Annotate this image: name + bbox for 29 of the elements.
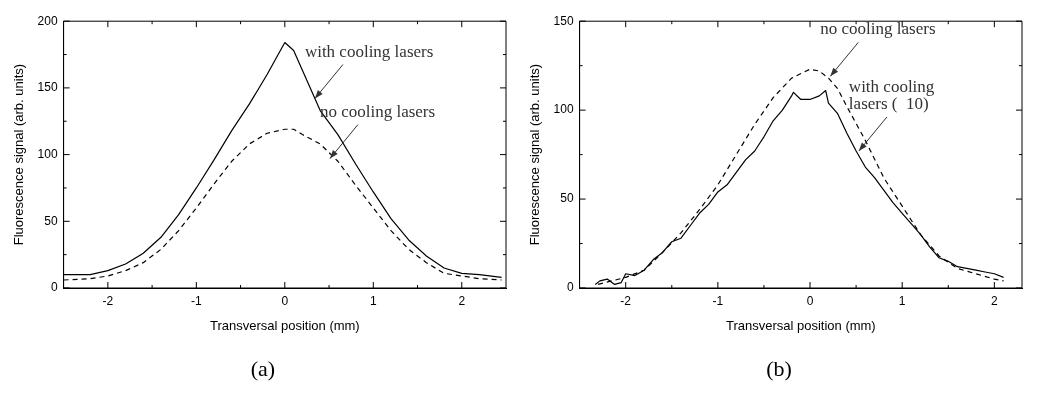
- x-axis-title: Transversal position (mm): [209, 317, 360, 333]
- annotation: no cooling lasers: [820, 19, 936, 39]
- y-axis-title: Fluorescence signal (arb. units): [11, 63, 27, 246]
- y-tick-label: 150: [553, 13, 574, 28]
- text: (a): [249, 356, 277, 382]
- x-axis-title: Transversal position (mm): [725, 317, 876, 333]
- x-tick-label: -2: [620, 293, 632, 308]
- x-tick-label: 1: [898, 293, 906, 308]
- y-tick-label: 150: [37, 80, 58, 95]
- y-tick-label: 0: [566, 280, 574, 295]
- annotation: with cooling lasers: [304, 41, 434, 61]
- x-tick-label: -1: [712, 293, 724, 308]
- x-tick-label: 0: [806, 293, 814, 308]
- x-tick-label: -2: [102, 293, 114, 308]
- annotation: with cooling lasers ( 10): [848, 77, 935, 114]
- y-tick-label: 200: [37, 13, 58, 28]
- y-tick-label: 0: [50, 280, 58, 295]
- x-tick-label: 0: [281, 293, 289, 308]
- annotation: no cooling lasers: [319, 101, 436, 121]
- x-tick-label: 2: [991, 293, 999, 308]
- x-tick-label: -1: [191, 293, 202, 308]
- y-tick-label: 50: [560, 191, 574, 206]
- x-tick-label: 1: [369, 293, 377, 308]
- y-tick-label: 100: [37, 146, 58, 161]
- x-tick-label: 2: [458, 293, 466, 308]
- y-tick-label: 50: [44, 213, 58, 228]
- text: (b): [765, 356, 793, 382]
- y-tick-label: 100: [553, 102, 574, 117]
- y-axis-title: Fluorescence signal (arb. units): [527, 63, 543, 246]
